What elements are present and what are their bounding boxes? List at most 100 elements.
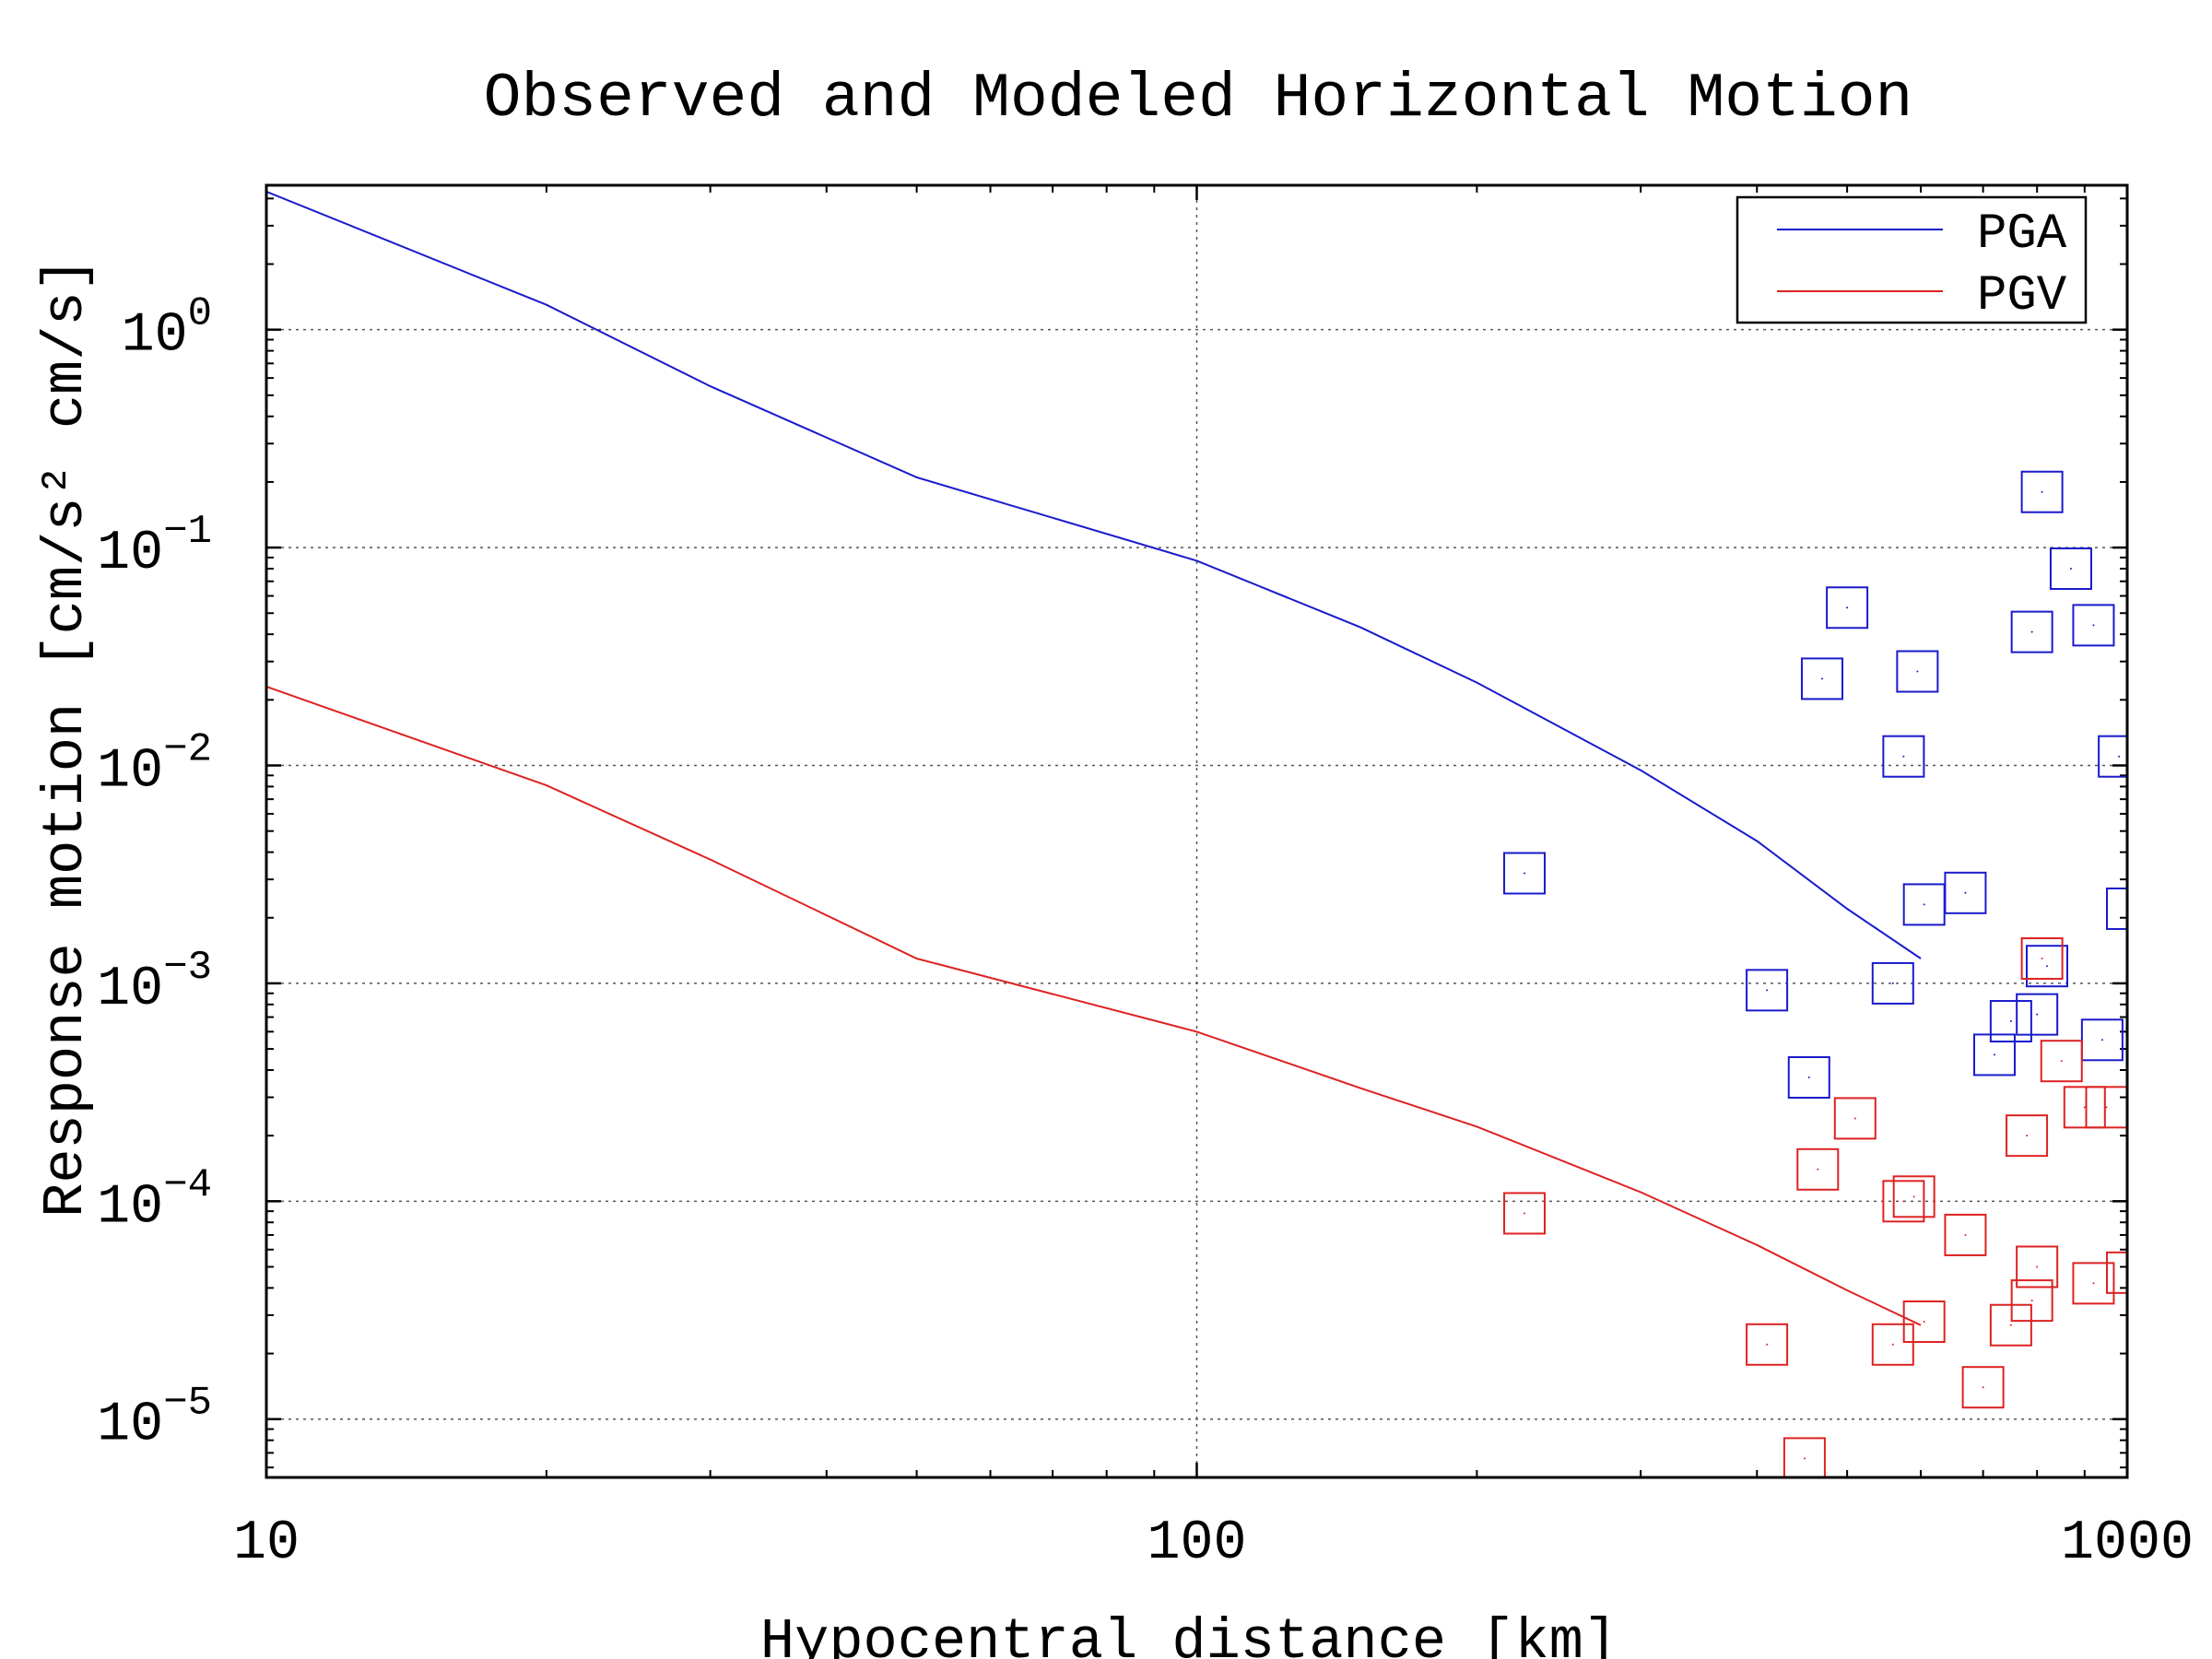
marker-pga-observed <box>2106 887 2127 930</box>
marker-dot-pgv-observed <box>1817 1168 1819 1171</box>
marker-pgv-observed <box>2010 1279 2053 1323</box>
marker-dot-pgv-observed <box>1902 1200 1905 1203</box>
marker-dot-pga-observed <box>2030 630 2033 633</box>
x-axis-label: Hypocentral distance [km] <box>760 1609 1618 1659</box>
series-line-pga <box>266 190 1922 959</box>
chart-title: Observed and Modeled Horizontal Motion <box>484 64 1913 135</box>
marker-dot-pga-observed <box>1820 677 1823 680</box>
marker-pga-observed <box>1800 657 1843 700</box>
marker-pga-observed <box>1944 871 1987 914</box>
marker-dot-pga-observed <box>2092 624 2095 627</box>
marker-pgv-observed <box>1746 1323 1789 1366</box>
marker-dot-pga-observed <box>2100 1039 2103 1041</box>
marker-pga-observed <box>1503 852 1547 895</box>
marker-dot-pgv-observed <box>2105 1106 2108 1109</box>
marker-dot-pgv-observed <box>1912 1195 1915 1198</box>
marker-dot-pga-observed <box>1891 982 1894 984</box>
legend-box <box>1735 195 2088 324</box>
legend: PGA PGV <box>1735 195 2088 324</box>
x-tick-label: 1000 <box>2061 1512 2194 1575</box>
marker-dot-pga-observed <box>2045 965 2048 968</box>
model-lines <box>266 190 1922 1326</box>
legend-label-pga: PGA <box>1977 206 2067 263</box>
marker-dot-pga-observed <box>2041 490 2043 493</box>
marker-pga-observed <box>1896 650 1939 693</box>
marker-dot-pga-observed <box>1846 606 1849 609</box>
marker-pgv-observed <box>2016 1245 2059 1288</box>
marker-pga-observed <box>2025 945 2068 988</box>
x-tick-label: 10 <box>233 1512 300 1575</box>
marker-pgv-observed <box>1902 1300 1946 1344</box>
marker-pgv-observed <box>1961 1366 2005 1409</box>
marker-dot-pgv-observed <box>1891 1343 1894 1346</box>
marker-dot-pgv-observed <box>1524 1212 1526 1215</box>
marker-dot-pgv-observed <box>1964 1233 1967 1236</box>
marker-dot-pgv-observed <box>1803 1457 1806 1460</box>
y-tick-label: 10−2 <box>97 727 212 804</box>
marker-pga-observed <box>1972 1033 2016 1077</box>
marker-pgv-observed <box>1833 1097 1877 1140</box>
legend-label-pgv: PGV <box>1977 268 2067 324</box>
x-tick-labels: 10 100 1000 <box>233 1512 2194 1575</box>
marker-dot-pgv-observed <box>2060 1060 2063 1063</box>
marker-pgv-observed <box>2072 1262 2115 1305</box>
y-tick-label: 10−4 <box>97 1162 212 1239</box>
series-line-pgv <box>266 686 1922 1326</box>
plot-frame <box>265 183 2129 1479</box>
marker-pga-observed <box>2098 735 2127 778</box>
marker-pgv-observed <box>2040 1040 2083 1083</box>
marker-dot-pga-observed <box>1993 1053 1995 1056</box>
marker-pga-observed <box>1882 735 1925 778</box>
marker-dot-pgv-observed <box>2092 1282 2095 1285</box>
marker-dot-pga-observed <box>1964 891 1967 894</box>
marker-dot-pgv-observed <box>1923 1321 1925 1324</box>
marker-dot-pga-observed <box>1902 755 1905 758</box>
marker-dot-pgv-observed <box>1853 1117 1856 1120</box>
marker-pgv-observed <box>2063 1086 2106 1129</box>
marker-pga-observed <box>2010 610 2053 653</box>
marker-dot-pga-observed <box>1524 872 1526 875</box>
marker-pgv-observed <box>1783 1437 1826 1477</box>
marker-pgv-observed <box>2020 936 2064 980</box>
marker-dot-pgv-observed <box>2009 1324 2012 1326</box>
marker-dot-pga-observed <box>2036 1013 2039 1016</box>
x-tick-label: 100 <box>1147 1512 1246 1575</box>
marker-pgv-observed <box>1871 1323 1914 1366</box>
y-axis-label: Response motion [cm/s² cm/s] <box>33 257 99 1218</box>
marker-dot-pgv-observed <box>2036 1265 2039 1268</box>
gridlines <box>266 185 2127 1477</box>
marker-dot-pga-observed <box>1923 903 1925 906</box>
marker-dot-pgv-observed <box>1982 1386 1984 1389</box>
y-tick-label: 100 <box>122 291 212 368</box>
marker-pga-observed <box>1871 961 1914 1005</box>
marker-pga-observed <box>2049 547 2092 591</box>
marker-dot-pgv-observed <box>2026 1135 2029 1137</box>
marker-pgv-observed <box>2006 1114 2049 1158</box>
marker-dot-pgv-observed <box>1766 1343 1769 1346</box>
marker-pga-observed <box>1787 1055 1830 1099</box>
marker-pgv-observed <box>1882 1180 1925 1223</box>
marker-dot-pgv-observed <box>2030 1300 2033 1302</box>
marker-dot-pga-observed <box>2069 568 2072 571</box>
marker-pgv-observed <box>1944 1213 1987 1256</box>
marker-dot-pgv-observed <box>2083 1106 2086 1109</box>
marker-pga-observed <box>1989 1000 2032 1043</box>
marker-pga-observed <box>2020 470 2064 513</box>
marker-dot-pga-observed <box>1916 670 1919 673</box>
marker-dot-pgv-observed <box>2041 957 2043 959</box>
marker-pga-observed <box>1826 586 1869 629</box>
marker-pga-observed <box>1746 969 1789 1012</box>
marker-dot-pga-observed <box>1766 989 1769 992</box>
y-tick-label: 10−1 <box>97 509 212 585</box>
marker-pgv-observed <box>1892 1175 1936 1218</box>
marker-pgv-observed <box>2106 1251 2127 1294</box>
marker-pgv-observed <box>1503 1192 1547 1235</box>
marker-dot-pga-observed <box>1807 1076 1810 1078</box>
y-tick-label: 10−5 <box>97 1381 212 1457</box>
y-tick-labels: 100 10−1 10−2 10−3 10−4 10−5 <box>97 291 212 1457</box>
marker-dot-pga-observed <box>2118 755 2121 758</box>
observed-markers <box>1503 470 2127 1477</box>
y-tick-label: 10−3 <box>97 945 212 1021</box>
marker-pga-observed <box>2016 993 2059 1036</box>
